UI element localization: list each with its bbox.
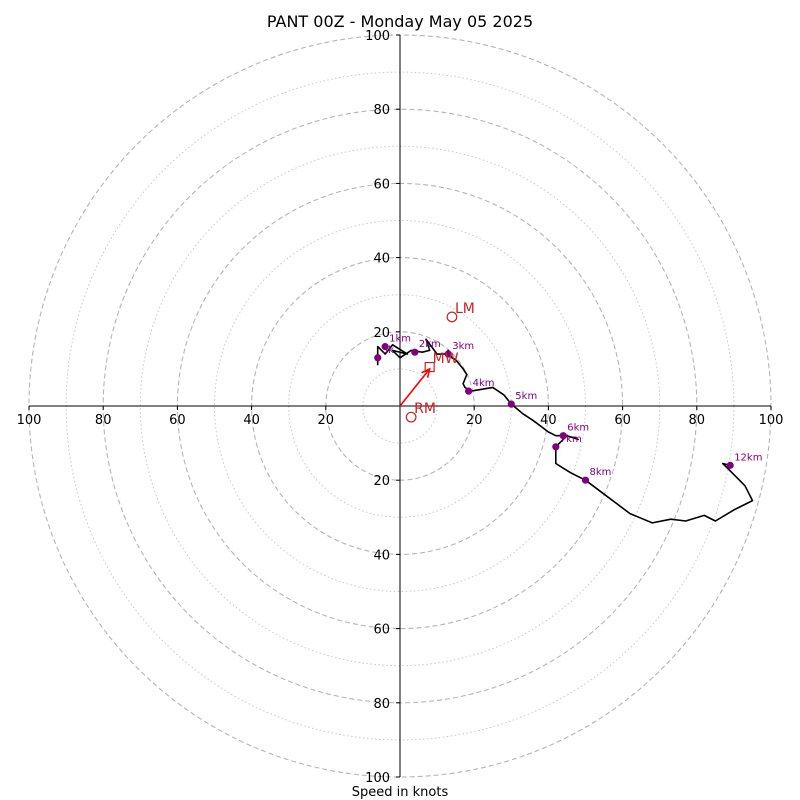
height-marker <box>507 400 515 408</box>
x-tick-label: 80 <box>95 413 112 428</box>
x-tick-label: 20 <box>318 413 335 428</box>
y-tick-label: 100 <box>365 29 390 44</box>
height-marker <box>381 343 389 351</box>
x-tick-label: 60 <box>169 413 186 428</box>
x-tick-label: 40 <box>243 413 260 428</box>
x-tick-label: 100 <box>759 413 784 428</box>
storm-motion-arrowhead <box>421 367 431 378</box>
y-tick-label: 80 <box>373 697 390 712</box>
height-marker <box>411 348 419 356</box>
height-marker <box>444 350 452 358</box>
height-marker-label: 3km <box>452 341 474 352</box>
x-tick-label: 60 <box>614 413 631 428</box>
storm-marker-label: MW <box>433 351 459 367</box>
height-marker-label: 8km <box>590 467 612 478</box>
height-marker <box>581 476 590 484</box>
y-tick-label: 20 <box>373 474 390 489</box>
hodograph-trace-layer <box>376 338 754 524</box>
height-marker-label: 7km <box>560 434 582 445</box>
x-tick-label: 80 <box>689 413 706 428</box>
height-marker <box>559 432 567 440</box>
x-axis-label: Speed in knots <box>352 785 449 800</box>
storm-motion-layer: LM MW RM <box>399 301 475 423</box>
height-marker <box>726 461 734 469</box>
y-tick-label: 80 <box>373 103 390 118</box>
mean-wind-marker <box>424 361 435 373</box>
storm-motion-arrow <box>399 368 431 407</box>
chart-title: PANT 00Z - Monday May 05 2025 <box>267 12 533 31</box>
y-tick-label: 100 <box>365 771 390 786</box>
storm-marker-label: RM <box>414 401 436 417</box>
height-marker-label: 6km <box>567 423 589 434</box>
height-marker-label: 4km <box>473 378 495 389</box>
left-mover-marker <box>446 311 458 323</box>
y-tick-label: 20 <box>373 326 390 341</box>
y-tick-label: 40 <box>373 548 390 563</box>
height-marker-label: 3k <box>382 345 394 356</box>
x-tick-label: 40 <box>540 413 557 428</box>
storm-marker-label: LM <box>455 301 475 317</box>
height-marker-label: 12km <box>734 452 762 463</box>
height-marker-label: 5km <box>515 391 537 402</box>
height-marker-label: 1km <box>389 334 411 345</box>
x-tick-label: 20 <box>466 413 483 428</box>
height-marker <box>374 354 382 362</box>
right-mover-marker <box>405 411 417 423</box>
x-tick-label: 100 <box>17 413 42 428</box>
tick-labels: 100 80 60 40 20 20 40 60 80 100 100 80 60 40 20 20 40 60 8… <box>17 29 784 786</box>
height-marker <box>465 387 473 395</box>
height-marker-label: 2km <box>419 339 441 350</box>
height-marker <box>552 443 560 451</box>
hodograph-line <box>376 338 754 524</box>
y-tick-label: 40 <box>373 252 390 267</box>
y-tick-label: 60 <box>373 623 390 638</box>
y-tick-label: 60 <box>373 177 390 192</box>
